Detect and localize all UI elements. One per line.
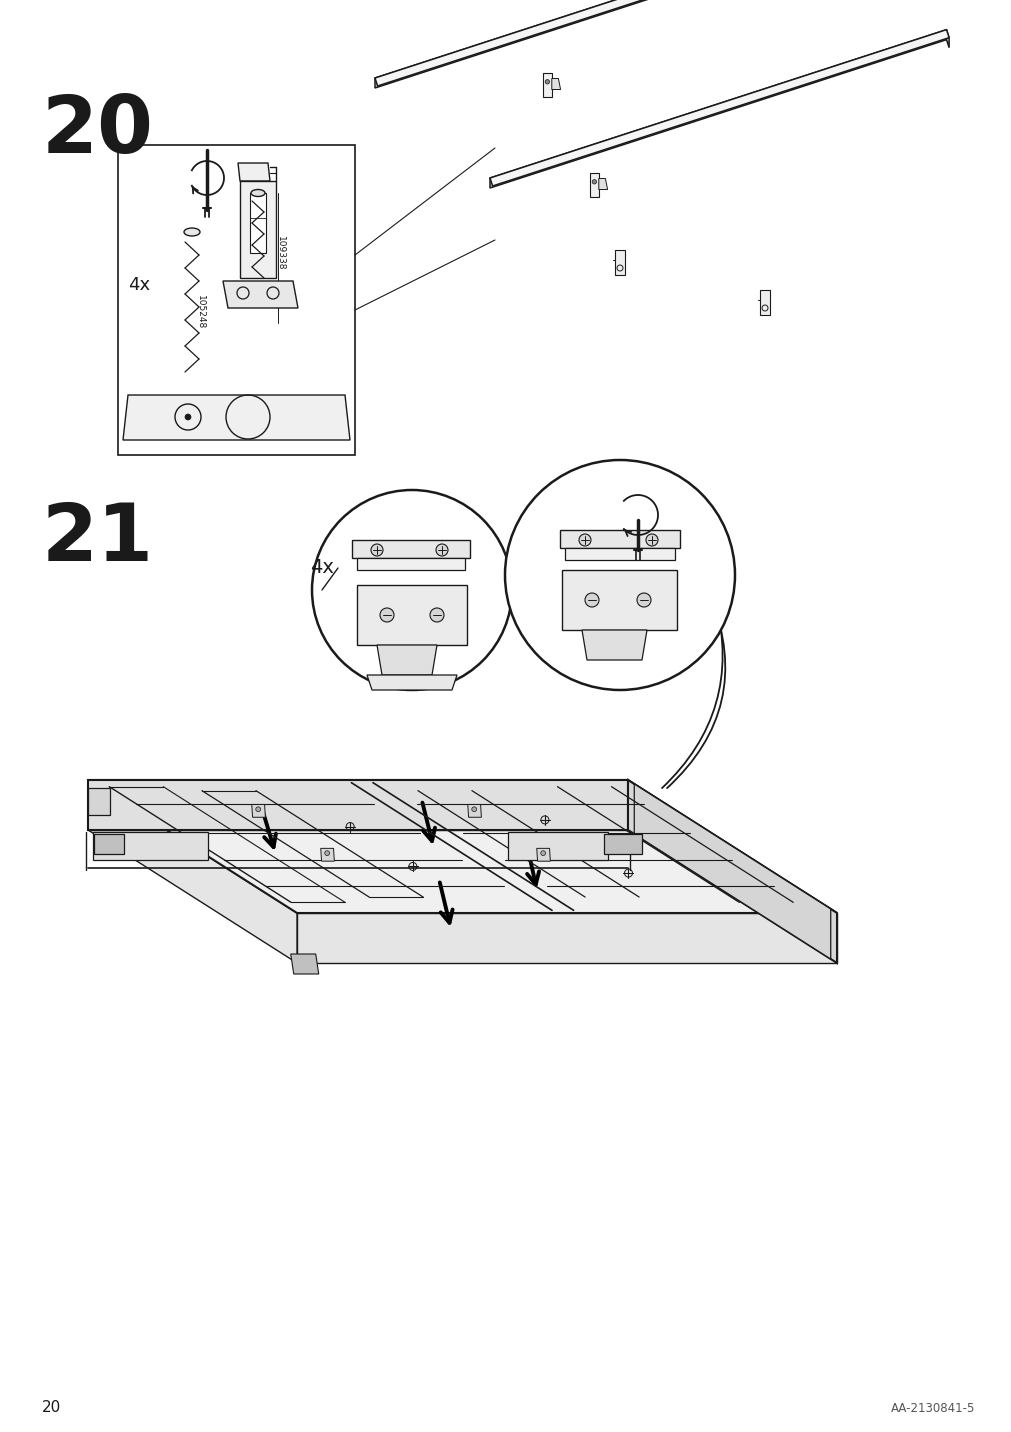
Ellipse shape — [184, 228, 200, 236]
Polygon shape — [564, 548, 674, 560]
Polygon shape — [320, 848, 334, 861]
Polygon shape — [581, 630, 646, 660]
Circle shape — [185, 414, 191, 420]
Polygon shape — [367, 674, 457, 690]
Polygon shape — [352, 540, 469, 558]
Polygon shape — [357, 558, 464, 570]
Polygon shape — [123, 395, 350, 440]
Circle shape — [591, 179, 596, 183]
Ellipse shape — [251, 189, 265, 196]
Polygon shape — [375, 0, 888, 87]
Polygon shape — [551, 79, 560, 90]
Polygon shape — [489, 30, 948, 186]
Circle shape — [545, 80, 549, 84]
Polygon shape — [94, 833, 124, 853]
Polygon shape — [222, 281, 297, 308]
Polygon shape — [615, 251, 625, 275]
Circle shape — [311, 490, 512, 690]
Polygon shape — [634, 783, 830, 959]
Text: 21: 21 — [42, 500, 154, 579]
Polygon shape — [589, 173, 599, 198]
Polygon shape — [357, 586, 466, 644]
Polygon shape — [489, 30, 945, 188]
Polygon shape — [543, 73, 551, 97]
Polygon shape — [88, 780, 836, 914]
Polygon shape — [604, 833, 642, 853]
Polygon shape — [628, 780, 836, 962]
Circle shape — [379, 609, 393, 621]
Circle shape — [371, 544, 382, 556]
Polygon shape — [561, 570, 676, 630]
Polygon shape — [240, 180, 276, 278]
Polygon shape — [250, 193, 266, 253]
Circle shape — [540, 851, 545, 855]
Polygon shape — [559, 530, 679, 548]
Text: 4x: 4x — [127, 276, 150, 294]
Text: 105248: 105248 — [195, 295, 204, 329]
Polygon shape — [252, 805, 265, 818]
Text: 20: 20 — [42, 92, 154, 170]
Polygon shape — [88, 780, 296, 962]
Polygon shape — [118, 145, 355, 455]
Circle shape — [584, 593, 599, 607]
Polygon shape — [88, 788, 110, 815]
Text: 109338: 109338 — [275, 236, 284, 271]
Polygon shape — [93, 832, 208, 861]
Polygon shape — [945, 30, 948, 47]
Circle shape — [504, 460, 734, 690]
Text: 20: 20 — [42, 1400, 62, 1415]
Circle shape — [636, 593, 650, 607]
Circle shape — [256, 806, 260, 812]
Text: 4x: 4x — [309, 557, 334, 577]
Polygon shape — [375, 0, 891, 86]
Polygon shape — [377, 644, 437, 674]
Circle shape — [578, 534, 590, 546]
Polygon shape — [296, 914, 836, 962]
Circle shape — [471, 806, 476, 812]
FancyArrowPatch shape — [666, 597, 725, 788]
Polygon shape — [88, 780, 628, 831]
FancyArrowPatch shape — [661, 603, 722, 788]
Polygon shape — [759, 291, 769, 315]
Polygon shape — [599, 179, 607, 189]
Circle shape — [436, 544, 448, 556]
Circle shape — [325, 851, 330, 855]
Polygon shape — [467, 805, 481, 818]
Polygon shape — [238, 163, 270, 180]
Circle shape — [645, 534, 657, 546]
Polygon shape — [536, 848, 550, 861]
Text: AA-2130841-5: AA-2130841-5 — [890, 1402, 974, 1415]
Polygon shape — [508, 832, 608, 861]
Circle shape — [430, 609, 444, 621]
Polygon shape — [290, 954, 318, 974]
